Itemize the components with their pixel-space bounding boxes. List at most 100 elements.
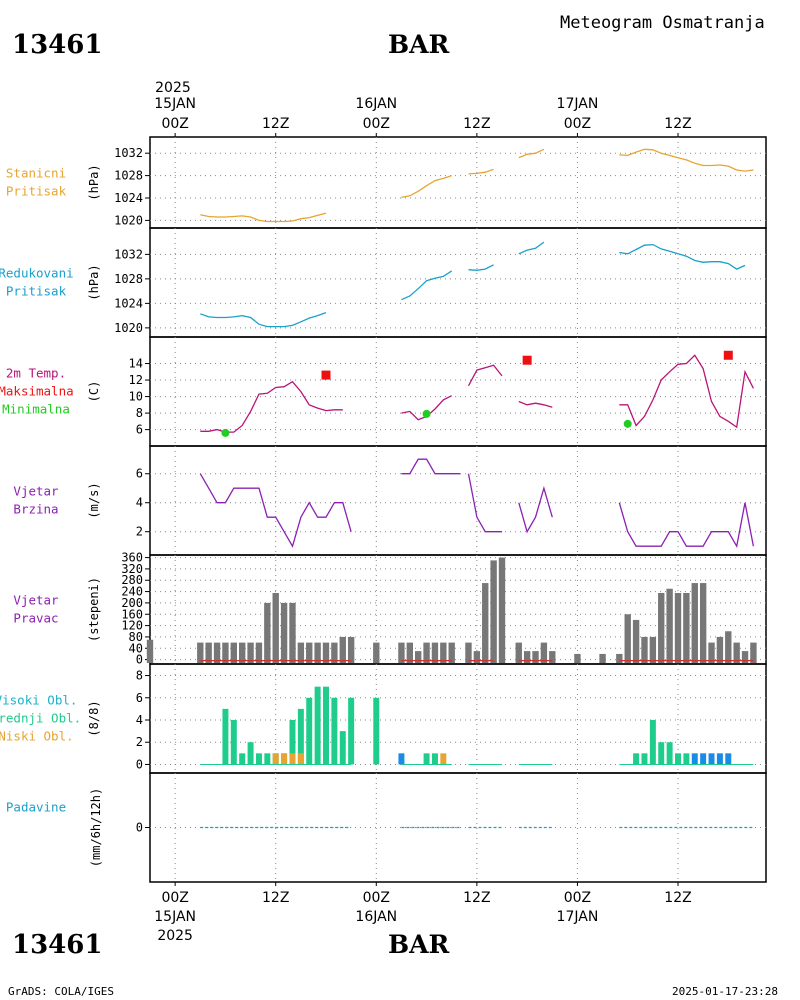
station-id-top: 13461	[12, 30, 103, 60]
panel-label: 2m Temp.	[6, 366, 66, 381]
cloud-bar	[289, 753, 296, 765]
cloud-bar	[314, 686, 321, 765]
winddir-bar	[264, 602, 271, 663]
winddir-bar	[331, 642, 338, 663]
cloud-bar	[348, 697, 355, 765]
cloud-bar	[272, 753, 279, 765]
series-line	[619, 148, 754, 172]
panel-label: Maksimalna	[0, 384, 74, 399]
y-tick-label: 12	[129, 373, 143, 387]
y-tick-label: 320	[121, 562, 143, 576]
panel-clouds: 0 2 4 6 8 (8/8) Visoki Obl. Srednji Obl. Niski O…	[0, 663, 767, 774]
y-tick-label: 6	[136, 467, 143, 481]
y-axis-label: (m/s)	[87, 482, 101, 518]
winddir-bar	[423, 642, 430, 663]
series-line	[518, 148, 545, 159]
cloud-bar	[331, 697, 338, 765]
series-line	[200, 212, 327, 223]
winddir-bar	[314, 642, 321, 663]
bottom-hour-label: 12Z	[463, 890, 490, 906]
y-axis-label: (8/8)	[87, 700, 101, 736]
bottom-hour-label: 00Z	[161, 890, 188, 906]
winddir-bar	[708, 642, 715, 663]
cloud-bar	[306, 697, 313, 765]
winddir-bar	[398, 642, 405, 663]
winddir-bar	[230, 642, 237, 663]
winddir-bar	[490, 560, 497, 663]
panel-frame	[149, 445, 767, 556]
y-tick-label: 2	[136, 735, 143, 749]
panel-label: Srednji Obl.	[0, 711, 81, 726]
cloud-bar	[264, 753, 271, 765]
cloud-bar	[725, 753, 732, 765]
series-line	[401, 458, 461, 475]
series-line	[401, 174, 452, 199]
winddir-bar	[741, 651, 749, 663]
winddir-bar	[373, 642, 380, 663]
winddir-bar	[674, 592, 682, 663]
series-line	[401, 270, 453, 301]
cloud-bar	[239, 753, 246, 765]
series-line	[468, 168, 494, 175]
series-line	[518, 485, 553, 534]
panel-temperature: 6 8 10 12 14 (C) 2m Temp. Maksimalna Minimalna	[0, 336, 767, 447]
panel-label: Visoki Obl.	[0, 693, 77, 708]
series-line	[200, 380, 343, 433]
cloud-bar	[281, 753, 288, 765]
series-line	[200, 311, 327, 328]
cloud-bar	[373, 697, 380, 765]
winddir-bar	[532, 651, 539, 663]
series-line	[618, 502, 755, 549]
y-tick-label: 4	[136, 713, 143, 727]
panel-frame	[149, 136, 767, 229]
winddir-bar	[498, 557, 506, 663]
top-hour-label: 00Z	[161, 116, 188, 132]
bottom-hour-label: 00Z	[564, 890, 591, 906]
cloud-bar	[691, 753, 698, 765]
winddir-bar	[482, 583, 489, 663]
y-axis-label: (mm/6h/12h)	[89, 788, 103, 867]
bottom-hour-label: 12Z	[262, 890, 289, 906]
winddir-bar	[666, 588, 673, 663]
cloud-bar	[683, 753, 690, 765]
cloud-bar	[423, 753, 430, 765]
top-hour-label: 12Z	[463, 116, 490, 132]
winddir-bar	[523, 651, 531, 663]
winddir-bar	[465, 642, 472, 663]
top-year-label: 2025	[155, 80, 191, 96]
winddir-bar	[473, 651, 481, 663]
series-line	[518, 400, 553, 408]
y-tick-label: 2	[136, 525, 143, 539]
y-tick-label: 8	[136, 669, 143, 683]
tmax-marker	[522, 355, 532, 365]
cloud-bar	[431, 753, 438, 765]
winddir-bar	[515, 642, 522, 663]
cloud-bar	[339, 731, 346, 765]
cloud-bar	[297, 753, 304, 765]
y-tick-label: 4	[136, 496, 143, 510]
y-tick-label: 1024	[114, 296, 143, 310]
winddir-bar	[649, 636, 657, 663]
winddir-bar	[280, 602, 288, 663]
y-tick-label: 8	[136, 406, 143, 420]
winddir-bar	[699, 583, 707, 663]
y-tick-label: 6	[136, 691, 143, 705]
cloud-bar	[297, 708, 304, 765]
panel-label: Padavine	[6, 800, 66, 815]
winddir-bar	[306, 642, 313, 663]
y-axis-label: (stepeni)	[87, 577, 101, 642]
series-line	[619, 243, 746, 270]
y-tick-label: 160	[121, 607, 143, 621]
winddir-bar	[632, 619, 640, 663]
cloud-bar	[323, 686, 329, 765]
render-timestamp: 2025-01-17-23:28	[672, 985, 778, 998]
winddir-bar	[272, 592, 279, 663]
winddir-bar	[750, 642, 757, 663]
winddir-bar	[683, 592, 690, 663]
y-tick-label: 0	[136, 821, 143, 835]
panel-label: Vjetar	[13, 484, 59, 499]
cloud-bar	[716, 753, 723, 765]
city-name-bottom: BAR	[388, 930, 450, 959]
winddir-bar	[322, 642, 330, 663]
